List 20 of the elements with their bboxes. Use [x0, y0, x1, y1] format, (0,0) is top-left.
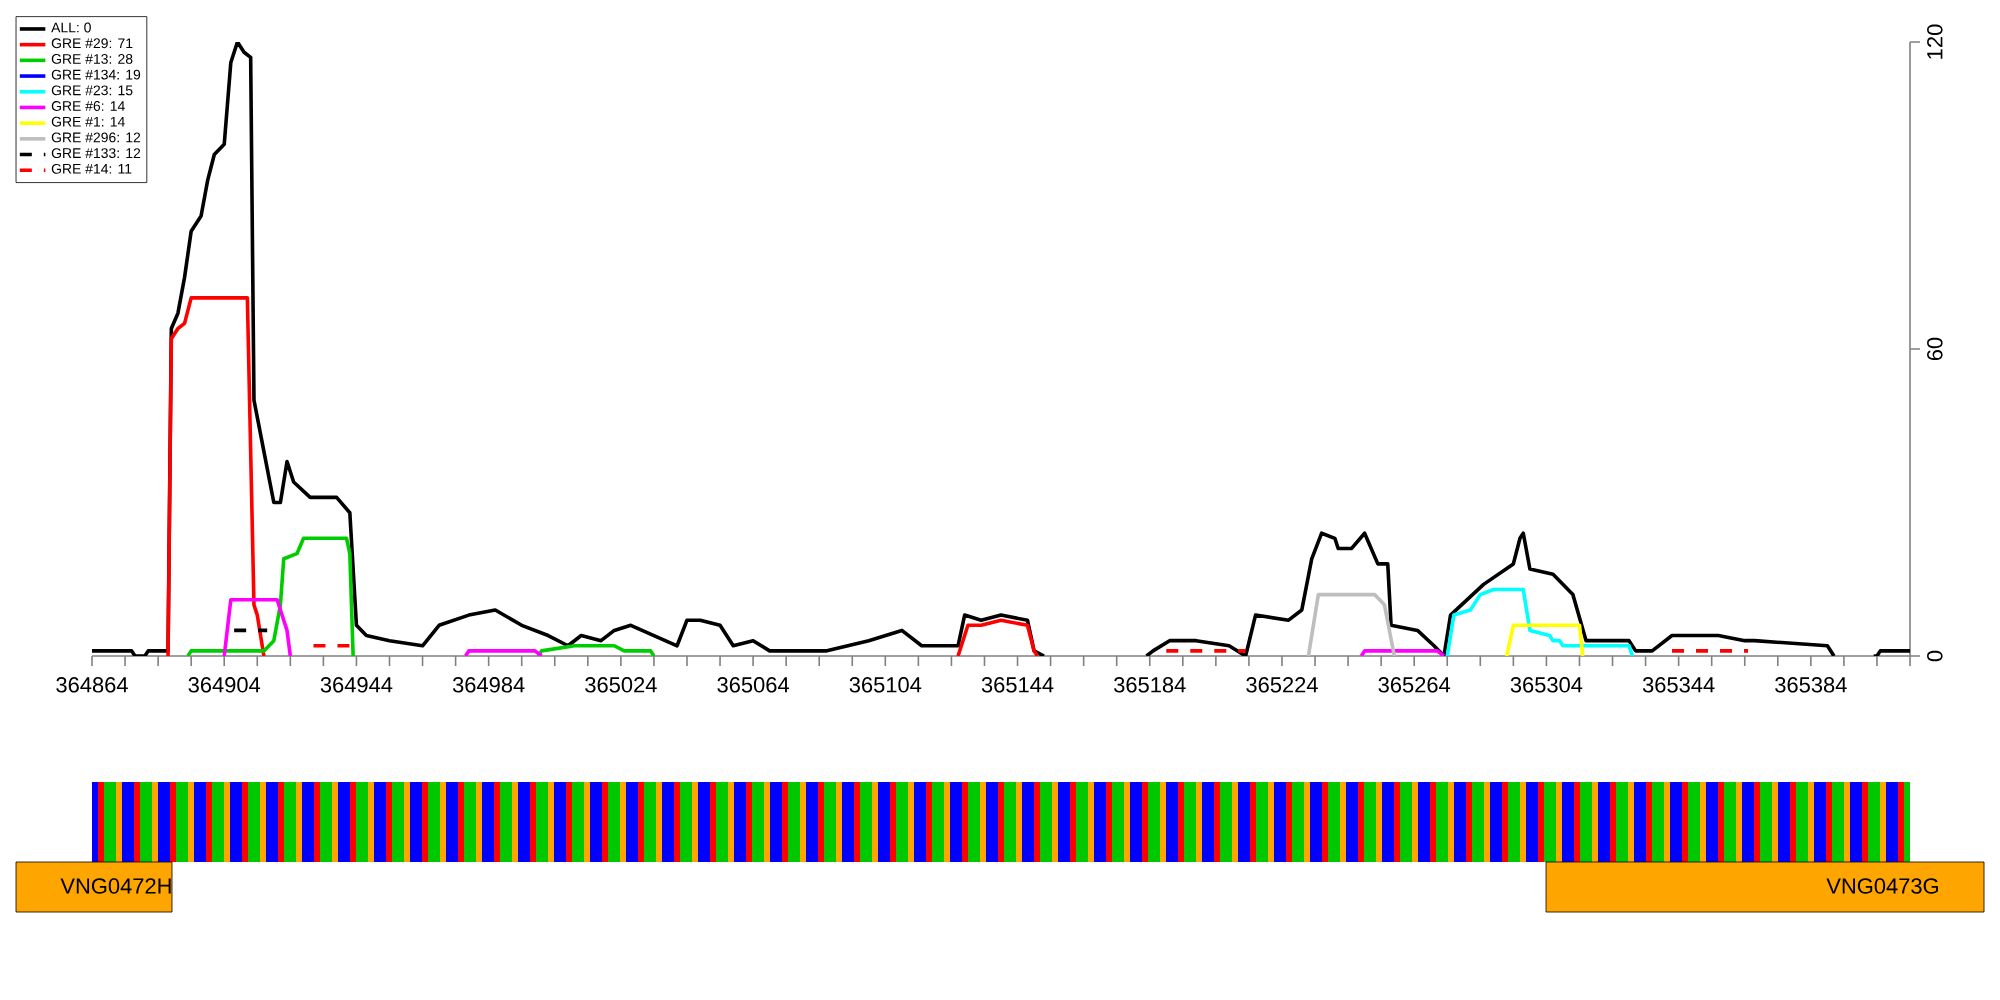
text: VNG0472H	[60, 878, 171, 894]
x-tick-label: 365224	[1246, 677, 1318, 693]
y-tick-label: 60	[1927, 337, 1943, 361]
x-tick-label: 365264	[1378, 677, 1451, 693]
x-tick-label: 365024	[585, 677, 657, 693]
x-tick-label: 365104	[849, 677, 922, 693]
line-series	[1445, 587, 1635, 657]
y-tick-label: 120	[1927, 24, 1943, 59]
x-tick-label: 364904	[188, 677, 261, 693]
x-tick-label: 365184	[1114, 677, 1186, 693]
x-tick-label: 365144	[981, 677, 1054, 693]
x-tick-label: 365064	[717, 677, 789, 693]
x-tick-label: 364984	[452, 677, 525, 693]
text: VNG0473G	[1826, 878, 1938, 894]
x-tick-label: 364944	[320, 677, 393, 693]
x-tick-label: 365344	[1642, 677, 1715, 693]
x-tick-label: 365304	[1510, 677, 1583, 693]
x-tick-label: 364864	[56, 677, 128, 693]
x-tick-label: 365384	[1775, 677, 1847, 693]
y-tick-label: 0	[1927, 650, 1943, 662]
